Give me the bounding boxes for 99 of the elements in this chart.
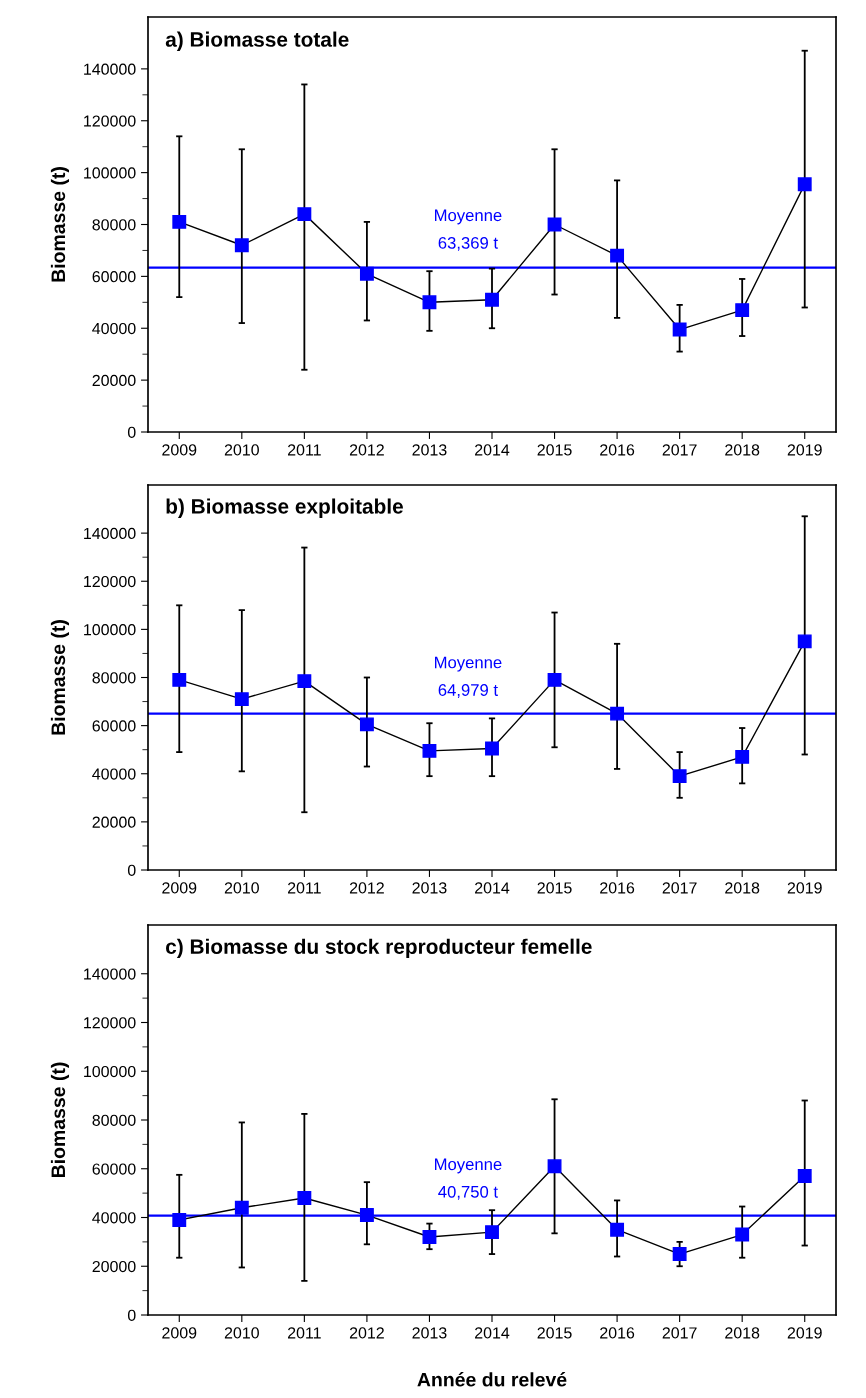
y-tick-label: 140000 <box>84 63 136 75</box>
point <box>485 292 499 307</box>
point <box>547 1159 562 1174</box>
x-tick-label: 2019 <box>787 882 822 894</box>
y-tick-label: 40000 <box>92 768 136 780</box>
x-tick-label: 2018 <box>725 1327 760 1339</box>
y-tick-label: 80000 <box>92 219 136 231</box>
x-tick-label: 2014 <box>475 882 510 894</box>
x-tick-label: 2016 <box>600 444 635 456</box>
y-tick-label: 140000 <box>84 527 136 540</box>
x-tick-label: 2018 <box>725 882 760 894</box>
y-axis-title: Biomasse (t) <box>50 1062 70 1178</box>
y-tick-label: 80000 <box>92 1114 136 1126</box>
y-tick-label: 120000 <box>84 575 136 588</box>
x-tick-label: 2011 <box>287 882 321 894</box>
point <box>610 1222 625 1237</box>
point <box>297 1191 312 1205</box>
y-tick-label: 100000 <box>84 624 136 636</box>
point <box>172 1212 187 1227</box>
x-tick-label: 2019 <box>787 444 822 456</box>
x-tick-label: 2013 <box>412 444 447 456</box>
point <box>422 743 437 758</box>
point <box>422 1230 437 1244</box>
point <box>359 717 374 732</box>
text: b) Biomasse exploitable <box>166 498 403 518</box>
y-tick-label: 120000 <box>84 1017 136 1029</box>
x-tick-label: 2019 <box>787 1327 822 1339</box>
point <box>797 177 812 192</box>
y-tick-label: 140000 <box>84 968 136 980</box>
y-tick-label: 0 <box>127 864 136 876</box>
point <box>672 322 687 337</box>
x-tick-label: 2017 <box>662 1327 697 1339</box>
x-tick-label: 2013 <box>412 882 447 894</box>
y-tick-label: 60000 <box>92 720 136 732</box>
x-tick-label: 2015 <box>537 882 572 894</box>
ref-line-label: Moyenne 63,369 t <box>435 209 502 251</box>
point <box>172 214 187 229</box>
y-tick-label: 20000 <box>92 374 136 387</box>
x-tick-label: 2010 <box>224 444 259 456</box>
x-tick-label: 2016 <box>600 1327 635 1339</box>
x-tick-label: 2009 <box>162 882 197 894</box>
point <box>485 1225 499 1240</box>
text: c) Biomasse du stock reproducteur femelle <box>166 938 592 959</box>
y-tick-label: 120000 <box>84 115 136 127</box>
x-axis-title: Année du relevé <box>417 1372 567 1387</box>
x-tick-label: 2014 <box>475 1327 510 1339</box>
x-tick-label: 2012 <box>349 882 384 894</box>
x-tick-label: 2009 <box>162 1327 197 1339</box>
x-tick-label: 2015 <box>537 1327 572 1339</box>
point <box>735 749 750 764</box>
x-tick-label: 2015 <box>537 444 572 456</box>
point <box>547 672 562 687</box>
x-tick-label: 2011 <box>287 1327 321 1339</box>
x-tick-label: 2012 <box>349 444 384 456</box>
x-tick-label: 2013 <box>412 1327 447 1339</box>
y-tick-label: 60000 <box>92 1163 136 1175</box>
point <box>672 769 687 784</box>
x-tick-label: 2010 <box>224 1327 259 1339</box>
x-tick-label: 2009 <box>162 444 197 456</box>
point <box>297 207 312 222</box>
y-tick-label: 100000 <box>84 1065 136 1078</box>
x-tick-label: 2017 <box>662 882 697 894</box>
y-tick-label: 40000 <box>92 322 136 335</box>
point <box>672 1247 687 1262</box>
x-tick-label: 2012 <box>349 1327 384 1339</box>
y-tick-label: 40000 <box>92 1212 136 1224</box>
point <box>735 1227 750 1242</box>
y-tick-label: 80000 <box>92 672 136 684</box>
point <box>610 248 625 263</box>
y-axis-title: Biomasse (t) <box>50 167 70 282</box>
point <box>359 266 374 281</box>
x-tick-label: 2011 <box>287 444 321 456</box>
ref-line-label: Moyenne 64,979 t <box>435 656 502 698</box>
y-tick-label: 0 <box>127 426 136 438</box>
point <box>234 692 249 707</box>
point <box>797 1169 812 1184</box>
y-tick-label: 0 <box>127 1309 136 1321</box>
text: a) Biomasse totale <box>165 31 349 51</box>
point <box>610 706 625 721</box>
y-tick-label: 100000 <box>84 167 136 179</box>
y-tick-label: 20000 <box>92 1260 136 1273</box>
x-tick-label: 2018 <box>725 444 760 456</box>
x-tick-label: 2016 <box>600 882 635 894</box>
point <box>234 238 249 253</box>
x-tick-label: 2017 <box>662 444 697 456</box>
y-axis-title: Biomasse (t) <box>50 620 70 735</box>
point <box>234 1200 249 1215</box>
y-tick-label: 20000 <box>92 816 136 828</box>
y-tick-label: 60000 <box>92 271 136 283</box>
point <box>359 1208 374 1223</box>
point <box>422 295 437 310</box>
x-tick-label: 2014 <box>475 444 510 456</box>
point <box>485 741 499 756</box>
point <box>297 674 312 689</box>
ref-line-label: Moyenne 40,750 t <box>435 1158 502 1200</box>
point <box>172 672 187 687</box>
x-tick-label: 2010 <box>224 882 259 894</box>
point <box>735 303 750 318</box>
point <box>797 634 812 649</box>
